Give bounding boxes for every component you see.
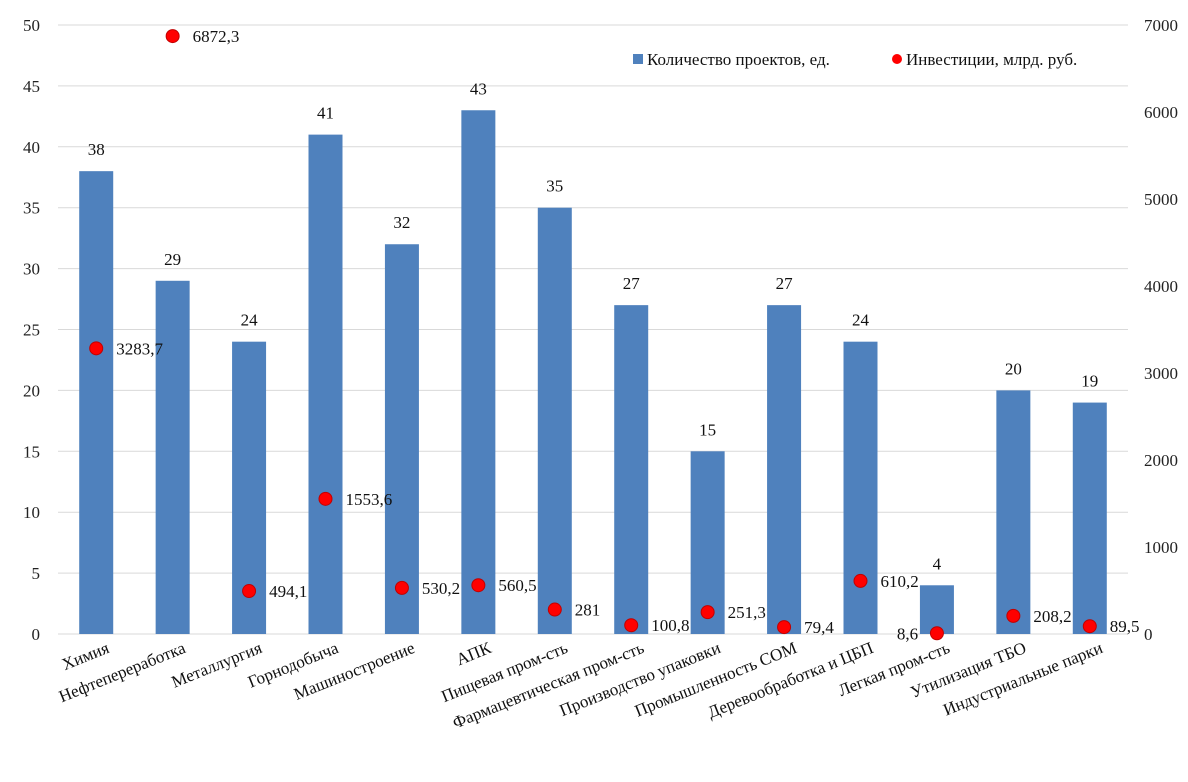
right-tick-label: 1000 (1144, 538, 1178, 557)
investment-point (471, 578, 486, 593)
bar (614, 305, 649, 634)
right-tick-label: 6000 (1144, 103, 1178, 122)
investment-value-label: 251,3 (728, 603, 766, 622)
investment-point (547, 602, 562, 617)
bar-value-label: 27 (623, 274, 641, 293)
investment-point (89, 341, 104, 356)
bar-value-label: 29 (164, 250, 181, 269)
investment-value-label: 6872,3 (193, 27, 240, 46)
bar-value-label: 24 (852, 311, 870, 330)
bar (919, 585, 954, 634)
investment-value-label: 560,5 (498, 576, 536, 595)
bar-value-label: 27 (776, 274, 794, 293)
bar-value-label: 43 (470, 79, 487, 98)
bar-value-label: 4 (933, 554, 942, 573)
bar-value-label: 32 (393, 213, 410, 232)
investment-point (318, 491, 333, 506)
bar (461, 110, 496, 634)
investment-value-label: 530,2 (422, 579, 460, 598)
investment-value-label: 281 (575, 601, 601, 620)
investment-value-label: 1553,6 (346, 490, 393, 509)
left-tick-label: 30 (23, 260, 40, 279)
bar-value-label: 38 (88, 140, 105, 159)
left-tick-label: 45 (23, 77, 40, 96)
left-tick-label: 25 (23, 321, 40, 340)
investment-point (929, 626, 944, 641)
investment-value-label: 8,6 (897, 624, 918, 643)
bar (996, 390, 1031, 634)
right-axis: 0 1000 2000 3000 4000 5000 6000 7000 (1144, 16, 1178, 644)
bar (384, 244, 419, 635)
investment-value-label: 100,8 (651, 616, 689, 635)
bar-value-label: 24 (241, 311, 259, 330)
right-tick-label: 4000 (1144, 277, 1178, 296)
investment-series (89, 29, 1097, 641)
right-tick-label: 2000 (1144, 451, 1178, 470)
bar (1072, 402, 1107, 634)
investment-value-label: 494,1 (269, 582, 307, 601)
gridlines (58, 24, 1128, 635)
investment-value-label: 3283,7 (116, 339, 163, 358)
left-tick-label: 40 (23, 138, 40, 157)
bar-value-label: 20 (1005, 359, 1022, 378)
category-label: АПК (453, 638, 494, 669)
investment-data-labels: 3283,7 6872,3 494,1 1553,6 530,2 560,5 281 100,… (116, 27, 1139, 643)
left-tick-label: 20 (23, 381, 40, 400)
bar-data-labels: 38 29 24 41 32 43 35 27 15 27 24 4 20 19 (88, 79, 1099, 573)
left-tick-label: 35 (23, 199, 40, 218)
left-axis: 0 5 10 15 20 25 30 35 40 45 50 (23, 16, 40, 644)
legend: Количество проектов, ед. Инвестиции, млрд… (633, 50, 1077, 69)
investment-point (700, 605, 715, 620)
bar (79, 171, 114, 634)
left-tick-label: 50 (23, 16, 40, 35)
bar-value-label: 19 (1081, 372, 1098, 391)
investment-point (242, 584, 257, 599)
left-tick-label: 10 (23, 503, 40, 522)
right-tick-label: 0 (1144, 625, 1153, 644)
legend-swatch-dot (892, 54, 902, 64)
investment-point (853, 573, 868, 588)
investment-value-label: 89,5 (1110, 617, 1140, 636)
legend-label-bar: Количество проектов, ед. (647, 50, 830, 69)
right-tick-label: 7000 (1144, 16, 1178, 35)
bar-value-label: 35 (546, 177, 563, 196)
investment-value-label: 79,4 (804, 618, 834, 637)
investment-point (1082, 619, 1097, 634)
legend-label-dot: Инвестиции, млрд. руб. (906, 50, 1077, 69)
investment-point (394, 580, 409, 595)
investment-point (777, 620, 792, 635)
left-tick-label: 0 (32, 625, 41, 644)
bar-series (79, 110, 1107, 635)
bar (155, 280, 190, 634)
right-tick-label: 3000 (1144, 364, 1178, 383)
left-tick-label: 15 (23, 442, 40, 461)
investment-point (165, 29, 180, 44)
bar (308, 134, 343, 634)
legend-swatch-bar (633, 54, 643, 64)
bar (690, 451, 725, 634)
investment-value-label: 208,2 (1033, 607, 1071, 626)
bar-value-label: 15 (699, 420, 716, 439)
bar (767, 305, 802, 634)
left-tick-label: 5 (32, 564, 41, 583)
investment-value-label: 610,2 (881, 572, 919, 591)
investment-point (624, 618, 639, 633)
bar (843, 341, 878, 634)
category-label: Нефтепереработка (56, 638, 188, 706)
investment-point (1006, 608, 1021, 623)
category-labels: ХимияНефтепереработкаМеталлургияГорнодоб… (56, 638, 1105, 733)
bar (537, 207, 572, 634)
right-tick-label: 5000 (1144, 190, 1178, 209)
bar-value-label: 41 (317, 104, 334, 123)
